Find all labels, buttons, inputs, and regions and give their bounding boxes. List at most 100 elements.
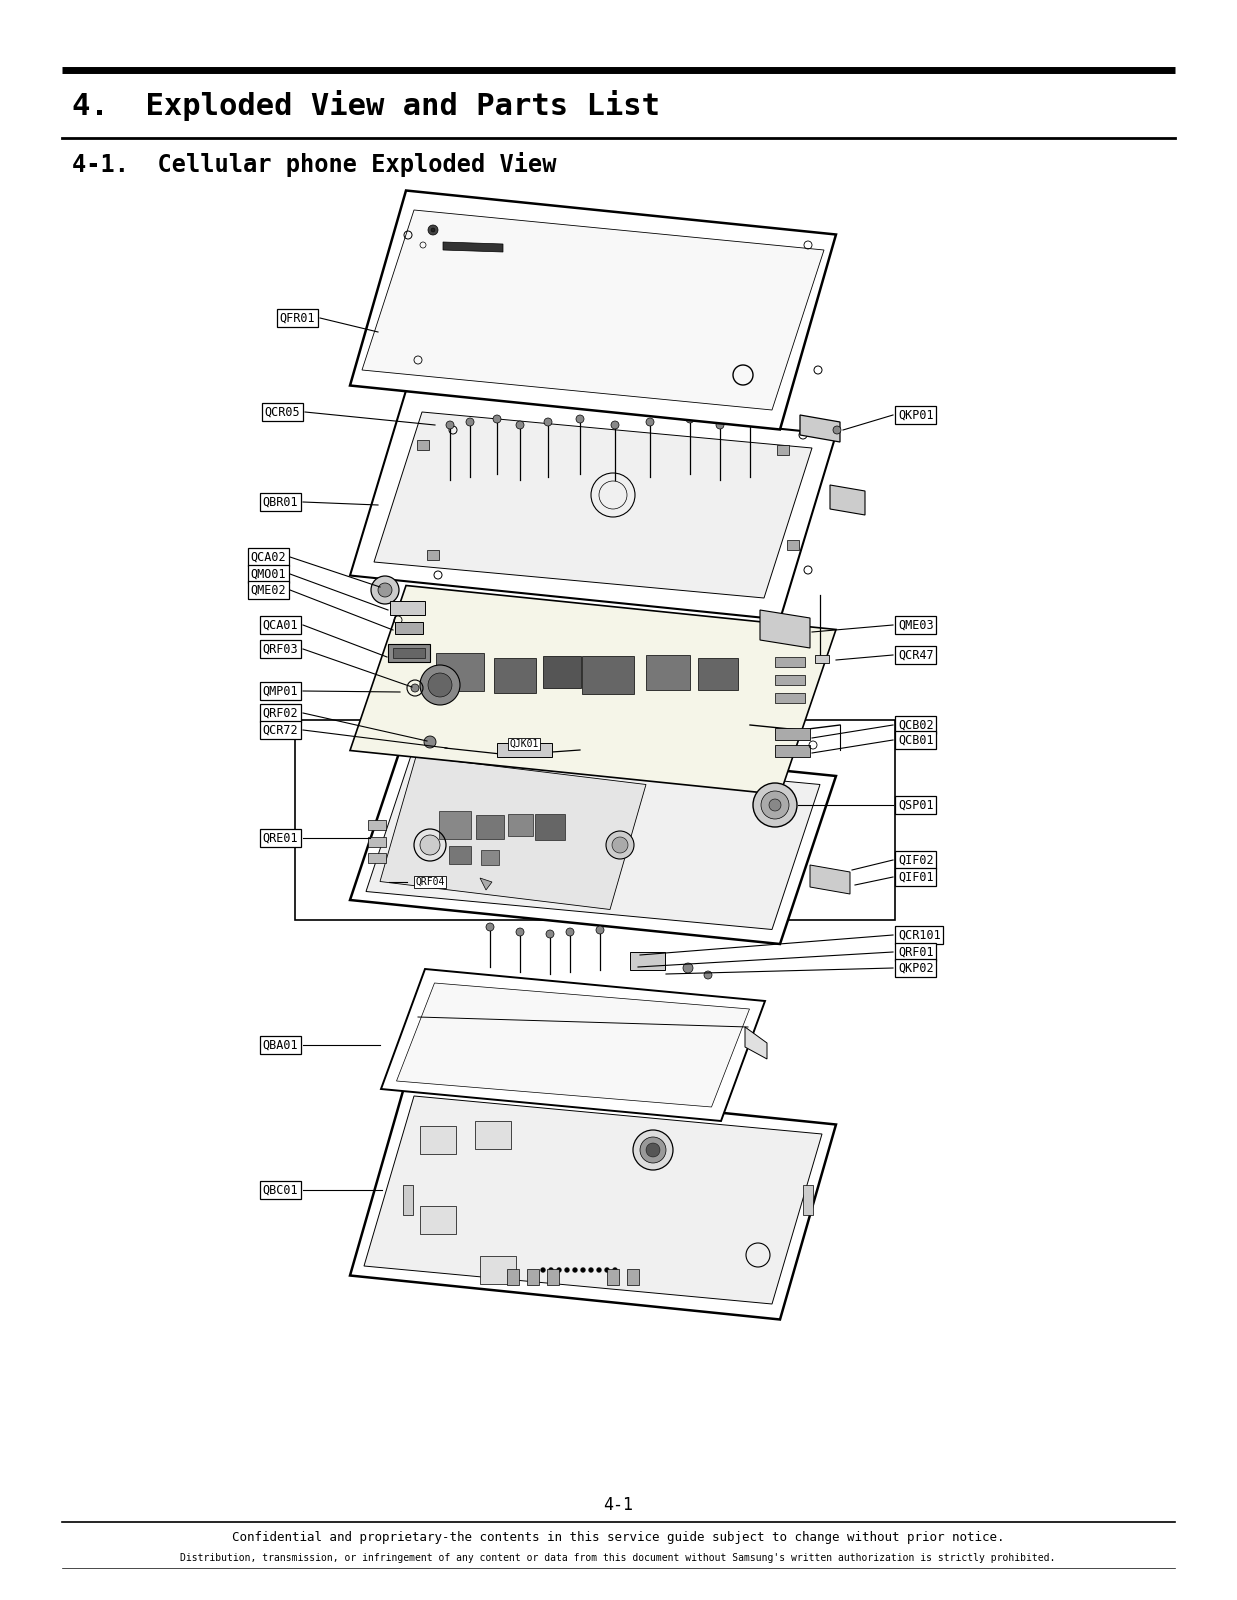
Circle shape [596, 926, 604, 934]
Polygon shape [480, 878, 492, 890]
Bar [527, 1269, 539, 1285]
Circle shape [516, 421, 524, 429]
Text: QME03: QME03 [898, 619, 934, 632]
Bar [427, 550, 439, 560]
Bar [417, 440, 429, 450]
Bar [439, 811, 471, 838]
Polygon shape [745, 1027, 767, 1059]
Text: QBC01: QBC01 [262, 1184, 298, 1197]
Bar [803, 1186, 813, 1214]
Bar [776, 675, 805, 685]
Bar [481, 850, 499, 864]
Text: QRF03: QRF03 [262, 643, 298, 656]
Bar [507, 1269, 520, 1285]
Bar [395, 622, 423, 634]
Polygon shape [364, 1096, 823, 1304]
Circle shape [548, 1267, 553, 1272]
Circle shape [573, 1267, 578, 1272]
Polygon shape [381, 970, 764, 1122]
Circle shape [761, 790, 789, 819]
Text: QRF01: QRF01 [898, 946, 934, 958]
Text: QCB02: QCB02 [898, 718, 934, 731]
Circle shape [421, 835, 440, 854]
Polygon shape [800, 414, 840, 442]
Bar [547, 1269, 559, 1285]
Circle shape [646, 1142, 661, 1157]
Bar [475, 1122, 511, 1149]
Circle shape [564, 1267, 569, 1272]
Circle shape [683, 963, 693, 973]
Circle shape [606, 830, 635, 859]
Text: QCB01: QCB01 [898, 733, 934, 747]
Circle shape [421, 666, 460, 706]
Text: QJK01: QJK01 [510, 739, 538, 749]
Text: QRF04: QRF04 [416, 877, 444, 886]
Polygon shape [350, 733, 836, 944]
Circle shape [605, 1267, 610, 1272]
Bar [507, 814, 532, 835]
Circle shape [576, 414, 584, 422]
Text: QMP01: QMP01 [262, 685, 298, 698]
Text: QKP02: QKP02 [898, 962, 934, 974]
Text: QFR01: QFR01 [280, 312, 315, 325]
Circle shape [411, 685, 419, 691]
Bar [367, 853, 386, 862]
Bar [497, 742, 552, 757]
Circle shape [833, 426, 841, 434]
Bar [777, 445, 789, 454]
Text: Distribution, transmission, or infringement of any content or data from this doc: Distribution, transmission, or infringem… [181, 1554, 1055, 1563]
Polygon shape [350, 1080, 836, 1320]
Text: 4-1: 4-1 [602, 1496, 633, 1514]
Circle shape [611, 421, 618, 429]
Circle shape [612, 1267, 617, 1272]
Polygon shape [760, 610, 810, 648]
Circle shape [466, 418, 474, 426]
Bar [367, 819, 386, 830]
Circle shape [428, 226, 438, 235]
Bar [581, 656, 635, 694]
Circle shape [371, 576, 400, 603]
Bar [543, 656, 581, 688]
Text: QCR05: QCR05 [265, 405, 301, 419]
Text: Confidential and proprietary-the contents in this service guide subject to chang: Confidential and proprietary-the content… [231, 1531, 1004, 1544]
Polygon shape [380, 757, 646, 909]
Bar [776, 693, 805, 702]
Bar [776, 728, 810, 739]
Text: QRE01: QRE01 [262, 832, 298, 845]
Bar [815, 654, 829, 662]
Bar [421, 1126, 456, 1154]
Circle shape [430, 227, 435, 232]
Text: QCA02: QCA02 [250, 550, 286, 563]
Circle shape [541, 1267, 546, 1272]
Text: QSP01: QSP01 [898, 798, 934, 811]
Text: QME02: QME02 [250, 584, 286, 597]
Bar [449, 846, 471, 864]
Circle shape [447, 421, 454, 429]
Circle shape [580, 1267, 585, 1272]
Bar [630, 952, 666, 970]
Text: 4.  Exploded View and Parts List: 4. Exploded View and Parts List [72, 90, 661, 122]
Bar [627, 1269, 640, 1285]
Polygon shape [350, 586, 836, 795]
Bar [607, 1269, 618, 1285]
Bar [435, 653, 484, 691]
Polygon shape [350, 390, 836, 619]
Bar [698, 658, 738, 690]
Text: QIF02: QIF02 [898, 853, 934, 867]
Polygon shape [443, 242, 503, 251]
Circle shape [716, 421, 724, 429]
Circle shape [646, 418, 654, 426]
Polygon shape [374, 411, 811, 598]
Circle shape [544, 418, 552, 426]
Circle shape [633, 1130, 673, 1170]
Circle shape [428, 674, 452, 698]
Circle shape [486, 923, 494, 931]
Bar [646, 654, 690, 690]
Bar [494, 658, 536, 693]
Text: QBA01: QBA01 [262, 1038, 298, 1051]
Text: QMO01: QMO01 [250, 568, 286, 581]
Text: QCR47: QCR47 [898, 648, 934, 661]
Circle shape [753, 782, 797, 827]
Bar [393, 648, 426, 658]
Polygon shape [366, 747, 820, 930]
